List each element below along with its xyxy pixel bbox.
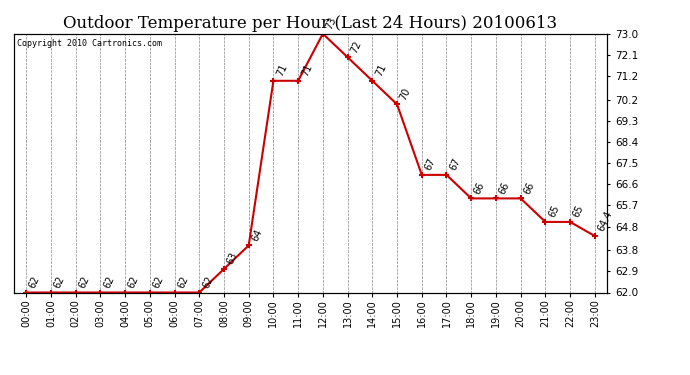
Text: 72: 72 xyxy=(349,39,364,54)
Text: 62: 62 xyxy=(201,274,215,290)
Text: 63: 63 xyxy=(226,251,239,266)
Text: 65: 65 xyxy=(571,204,586,219)
Text: 71: 71 xyxy=(374,63,388,78)
Text: 62: 62 xyxy=(151,274,166,290)
Text: 67: 67 xyxy=(448,157,462,172)
Text: 66: 66 xyxy=(497,180,511,196)
Text: 65: 65 xyxy=(546,204,561,219)
Text: 62: 62 xyxy=(52,274,66,290)
Text: 64: 64 xyxy=(250,227,264,243)
Text: 62: 62 xyxy=(77,274,91,290)
Text: 62: 62 xyxy=(126,274,141,290)
Text: 62: 62 xyxy=(28,274,42,290)
Text: 64.4: 64.4 xyxy=(596,210,614,233)
Text: 67: 67 xyxy=(423,157,437,172)
Text: 62: 62 xyxy=(101,274,116,290)
Text: 73: 73 xyxy=(324,15,339,31)
Text: 66: 66 xyxy=(473,180,487,196)
Text: 70: 70 xyxy=(398,86,413,102)
Text: 66: 66 xyxy=(522,180,536,196)
Title: Outdoor Temperature per Hour (Last 24 Hours) 20100613: Outdoor Temperature per Hour (Last 24 Ho… xyxy=(63,15,558,32)
Text: 62: 62 xyxy=(176,274,190,290)
Text: 71: 71 xyxy=(299,63,314,78)
Text: 71: 71 xyxy=(275,63,289,78)
Text: Copyright 2010 Cartronics.com: Copyright 2010 Cartronics.com xyxy=(17,39,161,48)
